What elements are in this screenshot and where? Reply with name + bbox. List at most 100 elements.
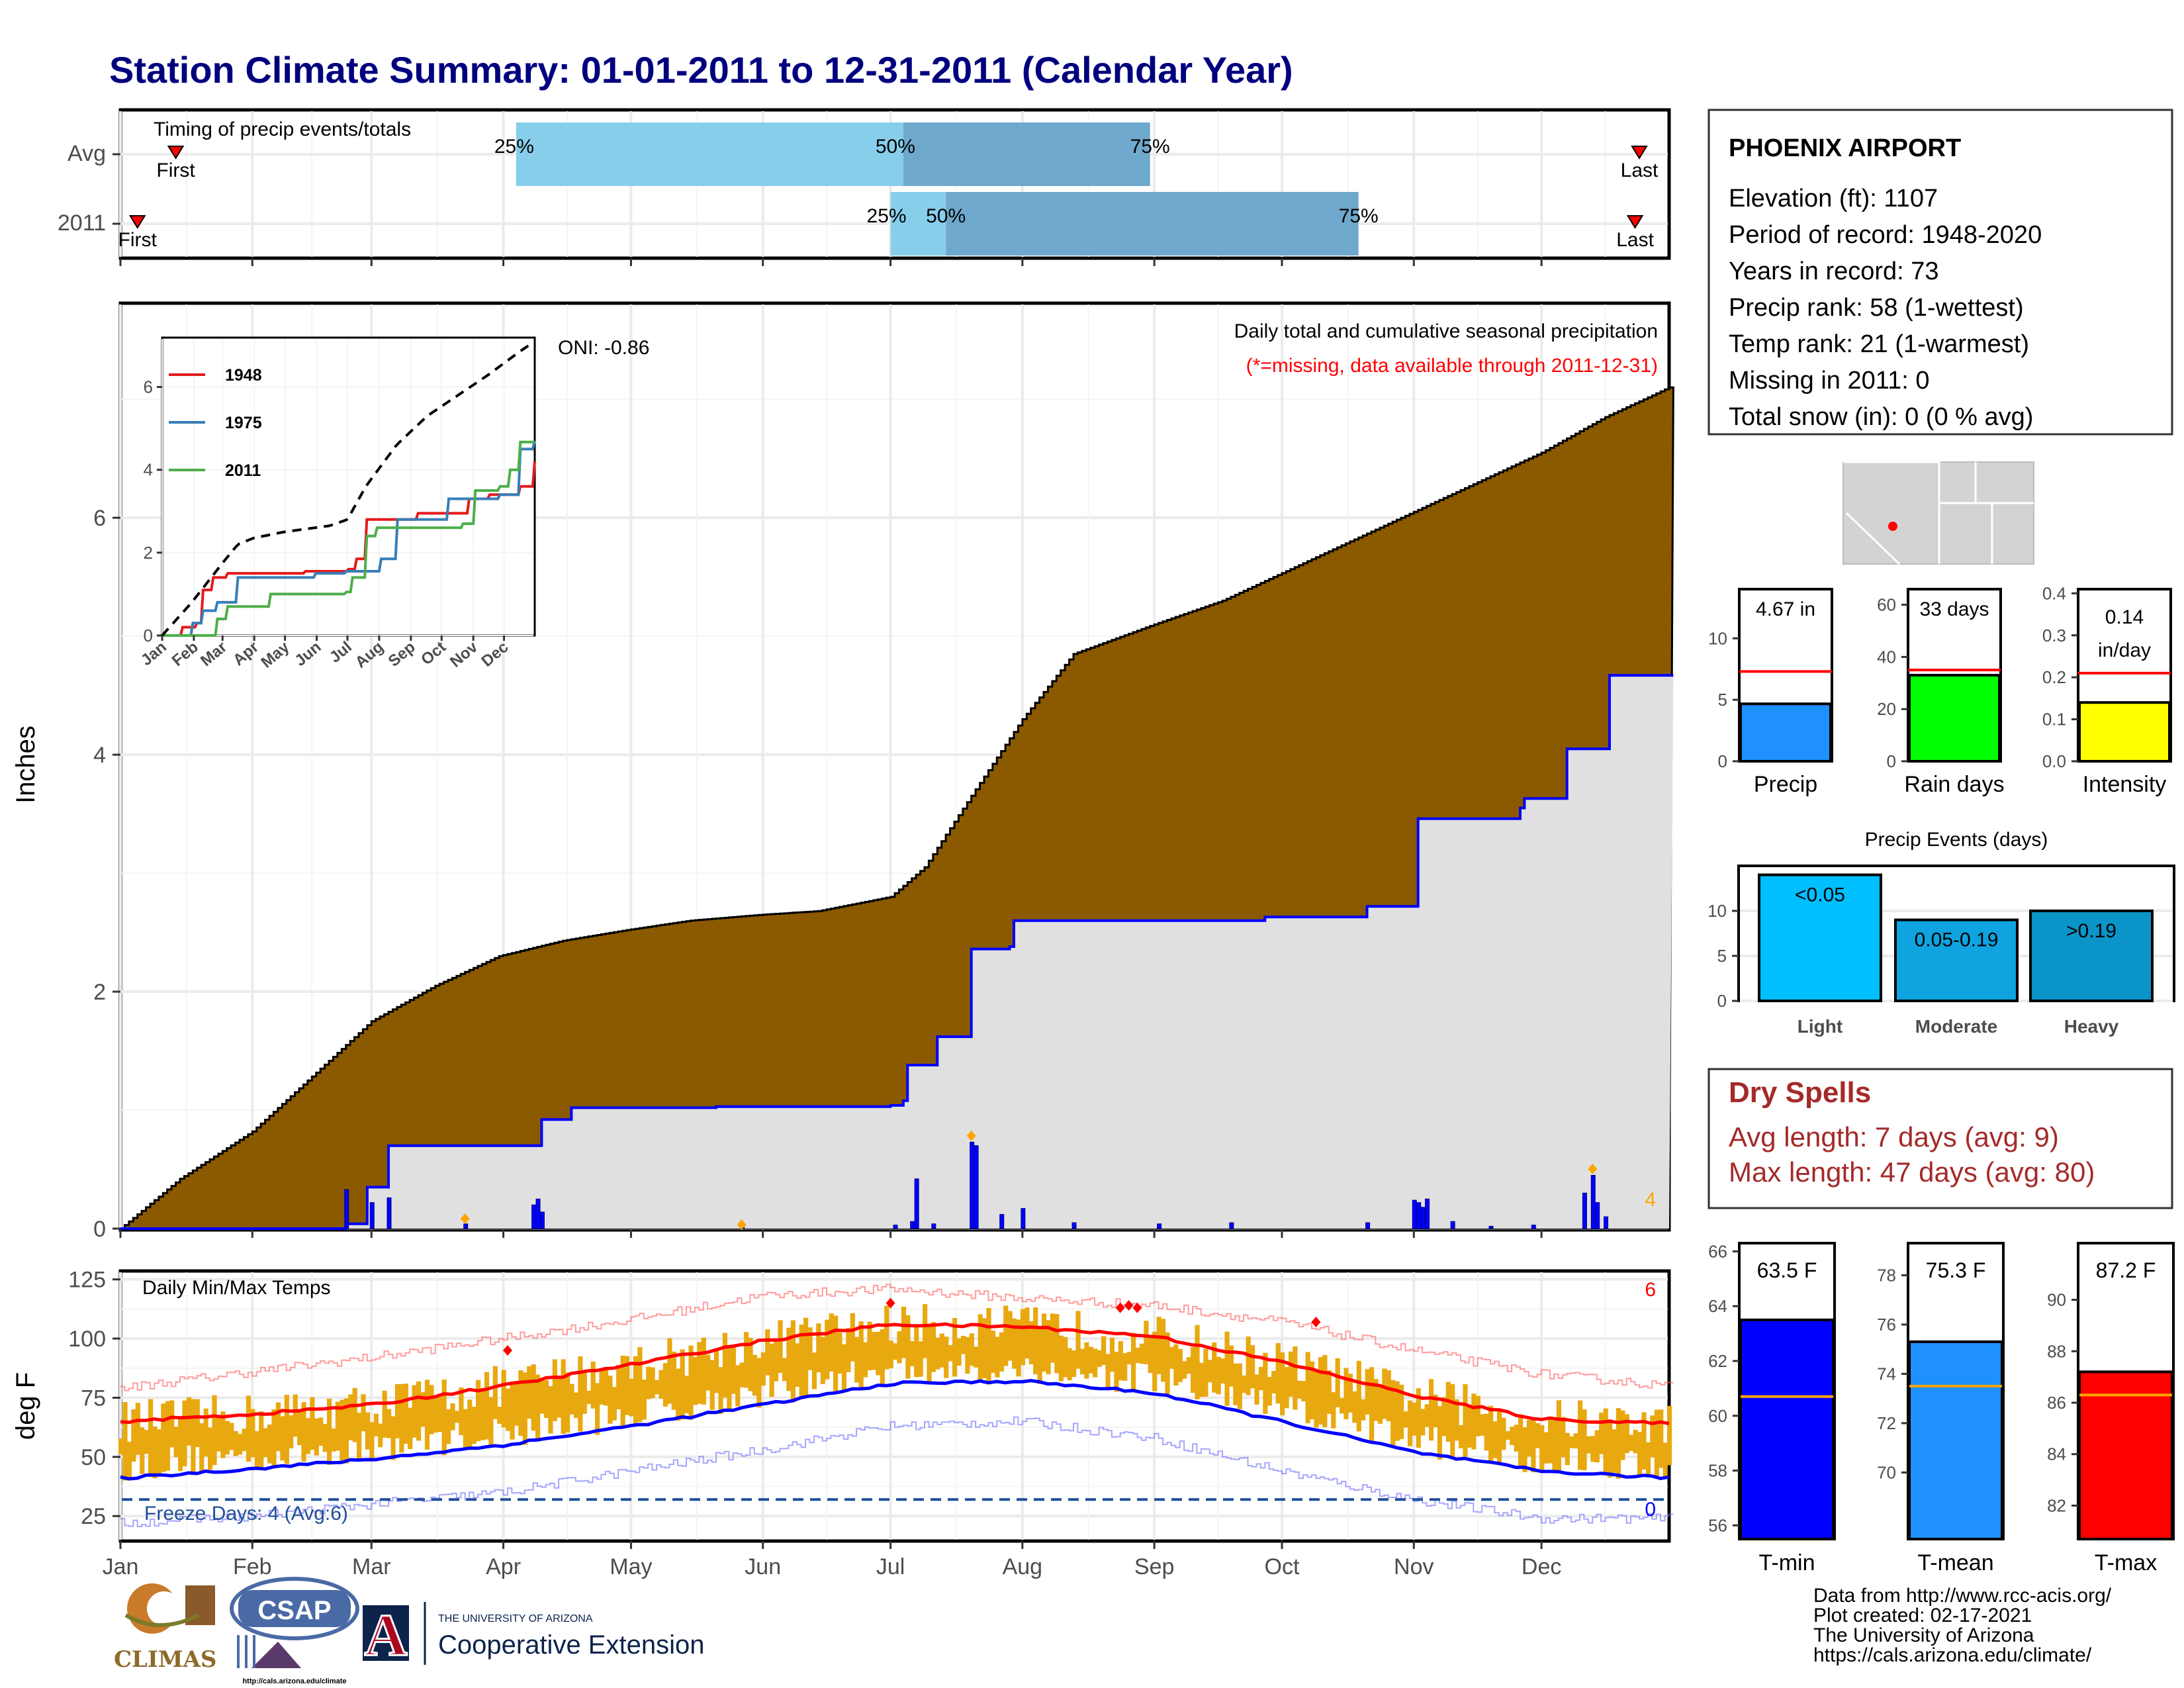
- daily-temp-range-bar: [880, 1329, 885, 1387]
- daily-temp-range-bar: [1271, 1370, 1277, 1394]
- daily-temp-range-bar: [1386, 1370, 1391, 1422]
- figure-title: Station Climate Summary: 01-01-2011 to 1…: [109, 49, 1293, 91]
- daily-temp-range-bar: [387, 1409, 392, 1438]
- mini-bar-value-label: 33 days: [1919, 598, 1989, 620]
- daily-temp-range-bar: [616, 1365, 621, 1409]
- daily-temp-range-bar: [1003, 1305, 1009, 1366]
- cumulative-2011-line: [120, 674, 1674, 1230]
- daily-temp-range-bar: [1620, 1410, 1625, 1460]
- daily-precip-bar: [1416, 1202, 1422, 1229]
- temp-bar-y-tick-label: 62: [1708, 1351, 1727, 1371]
- daily-precip-bar: [539, 1211, 545, 1229]
- daily-temp-range-bar: [1624, 1414, 1629, 1454]
- mini-bar-y-tick-label: 60: [1877, 595, 1896, 615]
- daily-temp-range-bar: [914, 1327, 919, 1378]
- daily-temp-range-bar: [923, 1304, 928, 1358]
- daily-temp-range-bar: [1505, 1430, 1510, 1440]
- daily-temp-range-bar: [569, 1383, 574, 1415]
- daily-precip-bar: [1157, 1223, 1162, 1229]
- daily-temp-range-bar: [263, 1428, 268, 1458]
- temp-y-tick-label: 75: [81, 1385, 106, 1411]
- daily-record-marker: [737, 1219, 747, 1230]
- daily-temp-range-bar: [893, 1343, 898, 1360]
- daily-temp-range-bar: [1633, 1429, 1638, 1454]
- mini-bar-value-label: in/day: [2098, 639, 2151, 661]
- daily-temp-range-bar: [1420, 1409, 1426, 1436]
- daily-temp-range-bar: [365, 1412, 371, 1450]
- daily-temp-range-bar: [1169, 1346, 1175, 1369]
- daily-temp-range-bar: [684, 1376, 690, 1413]
- daily-temp-range-bar: [603, 1368, 609, 1406]
- daily-temp-range-bar: [897, 1331, 902, 1364]
- daily-temp-range-bar: [1212, 1342, 1217, 1393]
- daily-precip-bar: [1450, 1221, 1455, 1229]
- daily-temp-range-bar: [361, 1394, 366, 1432]
- daily-temp-range-bar: [314, 1418, 319, 1456]
- station-info-box: PHOENIX AIRPORT Elevation (ft): 1107 Per…: [1707, 109, 2173, 436]
- daily-precip-bar: [1021, 1208, 1026, 1229]
- temp-record-marker: [886, 1297, 895, 1309]
- temp-x-tick-label: Apr: [486, 1554, 521, 1579]
- precip-y-tick-label: 2: [93, 980, 106, 1005]
- daily-temp-range-bar: [858, 1321, 864, 1391]
- mini-bar-fill: [1908, 674, 2001, 763]
- daily-temp-range-bar: [373, 1413, 379, 1436]
- daily-temp-range-bar: [340, 1399, 345, 1463]
- temp-bar-y-tick-label: 56: [1708, 1515, 1727, 1535]
- daily-temp-range-bar: [199, 1423, 205, 1473]
- daily-temp-range-bar: [382, 1390, 387, 1438]
- temp-record-marker: [1115, 1302, 1125, 1313]
- daily-temp-range-bar: [471, 1407, 477, 1444]
- daily-temp-range-bar: [352, 1387, 357, 1442]
- daily-temp-range-bar: [1063, 1336, 1068, 1378]
- daily-temp-range-bar: [1033, 1307, 1038, 1375]
- daily-temp-range-bar: [1352, 1391, 1357, 1423]
- daily-temp-range-bar: [1216, 1356, 1221, 1395]
- daily-temp-range-bar: [599, 1370, 604, 1405]
- daily-temp-range-bar: [1667, 1405, 1672, 1466]
- timing-label-50: 50%: [876, 136, 915, 158]
- timing-bar-25-50: [516, 122, 903, 186]
- daily-temp-range-bar: [1242, 1375, 1247, 1393]
- daily-temp-range-bar: [284, 1395, 289, 1464]
- daily-temp-range-bar: [1284, 1367, 1289, 1409]
- daily-temp-range-bar: [173, 1427, 179, 1458]
- temp-x-tick-label: Feb: [233, 1554, 272, 1579]
- timing-bar-50-75: [946, 192, 1359, 256]
- temp-record-marker: [1132, 1302, 1142, 1313]
- daily-temp-range-bar: [578, 1356, 583, 1432]
- daily-temp-range-bar: [429, 1385, 434, 1434]
- daily-temp-range-bar: [837, 1332, 842, 1374]
- daily-temp-range-bar: [369, 1422, 375, 1459]
- daily-temp-range-bar: [1394, 1381, 1400, 1441]
- daily-temp-range-bar: [608, 1376, 613, 1424]
- precip-count-label: 4: [1645, 1189, 1656, 1211]
- daily-temp-range-bar: [1343, 1368, 1349, 1420]
- daily-temp-range-bar: [774, 1340, 779, 1382]
- daily-temp-range-bar: [974, 1346, 979, 1368]
- daily-temp-range-bar: [1297, 1380, 1302, 1399]
- daily-temp-range-bar: [416, 1381, 422, 1441]
- daily-temp-range-bar: [1012, 1318, 1017, 1369]
- daily-precip-bar: [463, 1223, 469, 1229]
- dry-spells-title: Dry Spells: [1729, 1076, 1871, 1109]
- daily-temp-range-bar: [1084, 1342, 1089, 1379]
- daily-temp-range-bar: [637, 1346, 643, 1422]
- ua-logo: A THE UNIVERSITY OF ARIZONA Cooperative …: [363, 1602, 704, 1669]
- temp-y-tick-label: 125: [68, 1268, 106, 1293]
- daily-temp-range-bar: [1526, 1419, 1532, 1457]
- daily-temp-range-bar: [135, 1403, 140, 1455]
- ua-extension-text: Cooperative Extension: [438, 1630, 704, 1660]
- daily-temp-range-bar: [722, 1333, 728, 1398]
- daily-temp-range-bar: [692, 1356, 698, 1405]
- timing-row-2011-label: 2011: [58, 211, 106, 236]
- daily-temp-range-bar: [348, 1394, 353, 1440]
- daily-temp-range-bar: [446, 1409, 451, 1444]
- daily-temp-range-bar: [1586, 1436, 1592, 1454]
- precip-events-y-tick-label: 5: [1717, 946, 1727, 966]
- daily-temp-range-bar: [867, 1321, 872, 1370]
- credit-plot-created: Plot created: 02-17-2021: [1813, 1605, 2032, 1626]
- daily-temp-range-bar: [1028, 1321, 1034, 1365]
- precip-panel-subtitle: (*=missing, data available through 2011-…: [1246, 355, 1658, 377]
